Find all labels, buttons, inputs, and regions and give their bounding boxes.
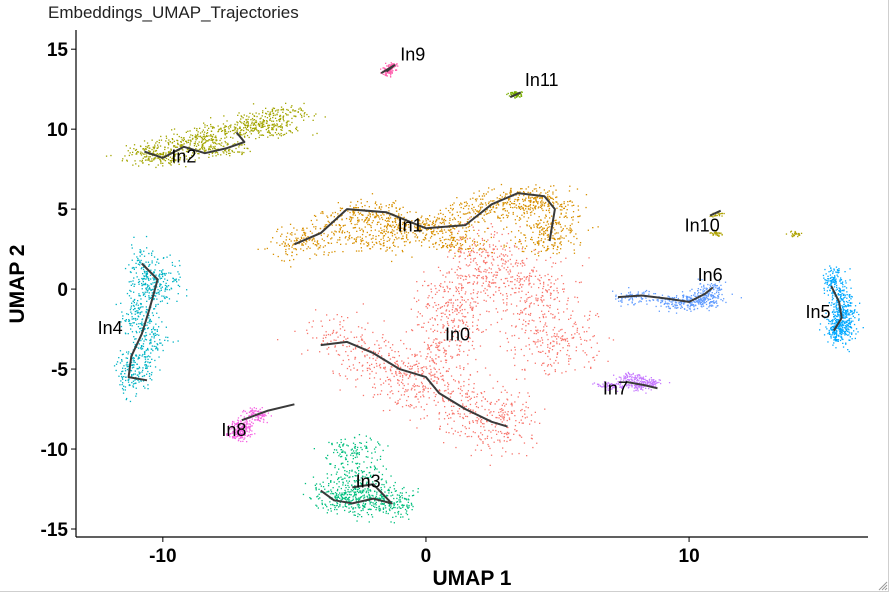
trajectory-in6	[617, 286, 714, 303]
y-axis-title: UMAP 2	[6, 245, 29, 324]
x-tick-label: -10	[149, 546, 176, 567]
trajectory-in0	[320, 340, 508, 428]
chart-title: Embeddings_UMAP_Trajectories	[48, 3, 299, 22]
cluster-points-in6	[612, 278, 742, 314]
cluster-labels-layer: In0 In1 In2 In3 In4 In5 In6 In7 In8 In9 In10 In11	[98, 44, 831, 491]
trajectory-in7	[625, 380, 658, 390]
y-tick-label: 0	[57, 280, 68, 301]
cluster-label-in10: In10	[685, 216, 720, 236]
y-tick-label: 10	[47, 120, 68, 141]
cluster-points-in2	[105, 102, 326, 169]
trajectory-in2	[144, 131, 246, 159]
trajectory-in9	[380, 64, 396, 75]
cluster-points-in0	[277, 217, 615, 466]
cluster-points-in4	[113, 235, 188, 403]
y-tick-label: 15	[47, 40, 69, 61]
cluster-label-in1: In1	[398, 216, 423, 236]
cluster-label-in0: In0	[445, 324, 470, 344]
x-tick-label: 0	[421, 546, 432, 567]
cluster-label-in11: In11	[525, 70, 559, 90]
cluster-label-in6: In6	[698, 265, 723, 285]
cluster-label-in3: In3	[356, 471, 381, 491]
resize-grip-icon[interactable]	[878, 581, 888, 591]
cluster-label-in2: In2	[171, 147, 196, 167]
trajectory-in1	[294, 192, 556, 246]
trajectory-in11	[509, 91, 522, 99]
trajectory-in8	[241, 403, 295, 422]
ticks-layer: -10 0 10 15 10 5 0 -5 -10 -15	[41, 40, 700, 567]
trajectory-in5	[830, 285, 843, 332]
y-tick-label: -5	[51, 360, 68, 381]
trajectory-in10	[709, 209, 722, 217]
cluster-points-in10	[709, 211, 803, 238]
y-tick-label: -10	[41, 440, 68, 461]
cluster-points-in1	[257, 183, 599, 268]
trajectory-in3	[320, 483, 393, 505]
points-layer	[105, 62, 864, 524]
x-axis-title: UMAP 1	[433, 567, 512, 590]
cluster-label-in9: In9	[400, 44, 425, 64]
cluster-label-in5: In5	[805, 302, 830, 322]
trajectory-in4	[127, 262, 159, 382]
x-tick-label: 10	[679, 546, 700, 567]
cluster-label-in4: In4	[98, 318, 123, 338]
trajectory-layer	[127, 64, 843, 505]
cluster-label-in8: In8	[221, 420, 246, 440]
y-tick-label: -15	[41, 520, 69, 541]
cluster-label-in7: In7	[603, 379, 628, 399]
y-tick-label: 5	[57, 200, 68, 221]
